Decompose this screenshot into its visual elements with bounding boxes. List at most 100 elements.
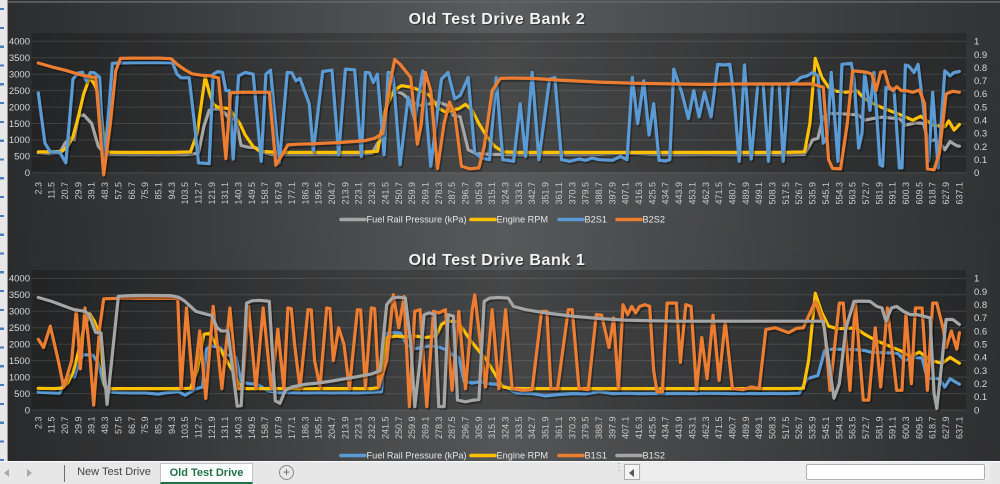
- svg-text:296.7: 296.7: [461, 182, 471, 205]
- svg-text:223.1: 223.1: [354, 182, 364, 205]
- svg-text:0.1: 0.1: [974, 392, 987, 403]
- svg-text:2000: 2000: [9, 102, 30, 113]
- svg-text:388.7: 388.7: [594, 417, 604, 440]
- svg-text:0.4: 0.4: [974, 353, 987, 364]
- svg-text:1500: 1500: [9, 119, 30, 130]
- svg-text:29.9: 29.9: [73, 182, 83, 200]
- svg-text:618.7: 618.7: [928, 182, 938, 205]
- svg-text:0.7: 0.7: [974, 76, 987, 87]
- svg-text:241.5: 241.5: [380, 182, 390, 205]
- svg-text:2500: 2500: [9, 86, 30, 97]
- svg-text:4000: 4000: [9, 274, 30, 285]
- svg-text:0.3: 0.3: [974, 366, 987, 377]
- svg-text:39.1: 39.1: [87, 417, 97, 435]
- svg-text:11.5: 11.5: [47, 417, 57, 434]
- svg-text:Engine RPM: Engine RPM: [497, 215, 549, 225]
- svg-text:3500: 3500: [9, 53, 30, 64]
- svg-text:B2S2: B2S2: [643, 215, 665, 225]
- svg-text:66.7: 66.7: [127, 417, 137, 435]
- svg-text:0: 0: [25, 405, 30, 416]
- svg-text:379.5: 379.5: [581, 182, 591, 205]
- svg-text:600.3: 600.3: [901, 417, 911, 440]
- svg-text:232.3: 232.3: [367, 182, 377, 205]
- svg-text:305.9: 305.9: [474, 182, 484, 205]
- svg-text:627.9: 627.9: [941, 417, 951, 440]
- svg-text:545.1: 545.1: [821, 417, 831, 440]
- svg-text:342.7: 342.7: [527, 182, 537, 205]
- svg-text:B2S1: B2S1: [585, 215, 607, 225]
- svg-text:85.1: 85.1: [153, 182, 163, 200]
- svg-text:407.1: 407.1: [621, 182, 631, 205]
- svg-text:213.9: 213.9: [340, 417, 350, 440]
- svg-text:204.7: 204.7: [327, 417, 337, 440]
- svg-text:39.1: 39.1: [87, 182, 97, 200]
- svg-text:370.3: 370.3: [567, 417, 577, 440]
- svg-text:535.9: 535.9: [808, 417, 818, 440]
- svg-text:637.1: 637.1: [954, 182, 964, 205]
- svg-text:1500: 1500: [9, 356, 30, 367]
- svg-text:0: 0: [974, 405, 979, 416]
- svg-text:186.3: 186.3: [300, 417, 310, 440]
- svg-text:112.7: 112.7: [194, 417, 204, 439]
- svg-text:94.3: 94.3: [167, 417, 177, 435]
- svg-text:140.3: 140.3: [234, 417, 244, 440]
- svg-text:572.7: 572.7: [861, 417, 871, 440]
- svg-text:609.5: 609.5: [914, 417, 924, 440]
- svg-text:2500: 2500: [9, 323, 30, 334]
- svg-text:269.1: 269.1: [420, 182, 430, 205]
- svg-text:0.5: 0.5: [974, 102, 987, 113]
- svg-text:186.3: 186.3: [300, 182, 310, 205]
- svg-text:471.5: 471.5: [714, 182, 724, 205]
- svg-text:2.3: 2.3: [33, 417, 43, 430]
- svg-text:361.1: 361.1: [554, 417, 564, 440]
- svg-text:563.5: 563.5: [848, 182, 858, 205]
- svg-text:500: 500: [14, 152, 30, 163]
- svg-text:581.9: 581.9: [874, 417, 884, 440]
- svg-text:3500: 3500: [9, 290, 30, 301]
- svg-text:351.9: 351.9: [541, 182, 551, 205]
- svg-text:20.7: 20.7: [60, 417, 70, 435]
- svg-text:443.9: 443.9: [674, 182, 684, 205]
- svg-text:223.1: 223.1: [354, 417, 364, 440]
- svg-text:499.1: 499.1: [754, 182, 764, 205]
- svg-text:0.7: 0.7: [974, 313, 987, 324]
- svg-text:434.7: 434.7: [661, 417, 671, 440]
- svg-text:342.7: 342.7: [527, 417, 537, 440]
- svg-text:425.5: 425.5: [647, 182, 657, 205]
- svg-text:554.3: 554.3: [834, 417, 844, 440]
- svg-text:471.5: 471.5: [714, 417, 724, 440]
- svg-text:213.9: 213.9: [340, 182, 350, 205]
- svg-text:3000: 3000: [9, 307, 30, 318]
- svg-text:149.5: 149.5: [247, 182, 257, 205]
- svg-text:0.6: 0.6: [974, 89, 987, 100]
- svg-text:241.5: 241.5: [380, 417, 390, 440]
- svg-text:526.7: 526.7: [794, 182, 804, 205]
- svg-text:397.9: 397.9: [607, 417, 617, 440]
- svg-text:259.9: 259.9: [407, 182, 417, 205]
- svg-text:167.9: 167.9: [274, 417, 284, 440]
- svg-text:B1S2: B1S2: [643, 451, 665, 461]
- svg-text:121.9: 121.9: [207, 417, 217, 440]
- svg-text:Fuel Rail Pressure (kPa): Fuel Rail Pressure (kPa): [367, 451, 467, 461]
- svg-text:0.6: 0.6: [974, 326, 987, 337]
- svg-text:333.5: 333.5: [514, 417, 524, 440]
- svg-text:351.9: 351.9: [541, 417, 551, 440]
- svg-text:250.7: 250.7: [394, 182, 404, 205]
- svg-text:0.1: 0.1: [974, 155, 987, 166]
- svg-text:443.9: 443.9: [674, 417, 684, 440]
- svg-text:453.1: 453.1: [687, 182, 697, 205]
- svg-text:581.9: 581.9: [874, 182, 884, 205]
- svg-text:1: 1: [974, 274, 979, 285]
- svg-text:287.5: 287.5: [447, 182, 457, 205]
- svg-text:Engine RPM: Engine RPM: [497, 451, 549, 461]
- svg-text:1000: 1000: [9, 372, 30, 383]
- svg-text:305.9: 305.9: [474, 417, 484, 440]
- svg-text:296.7: 296.7: [461, 417, 471, 440]
- svg-text:48.3: 48.3: [100, 417, 110, 435]
- svg-text:232.3: 232.3: [367, 417, 377, 440]
- svg-text:Old Test Drive Bank 1: Old Test Drive Bank 1: [409, 252, 586, 269]
- svg-text:637.1: 637.1: [954, 417, 964, 440]
- svg-text:0.4: 0.4: [974, 116, 987, 127]
- svg-text:103.5: 103.5: [180, 182, 190, 205]
- svg-text:397.9: 397.9: [607, 182, 617, 205]
